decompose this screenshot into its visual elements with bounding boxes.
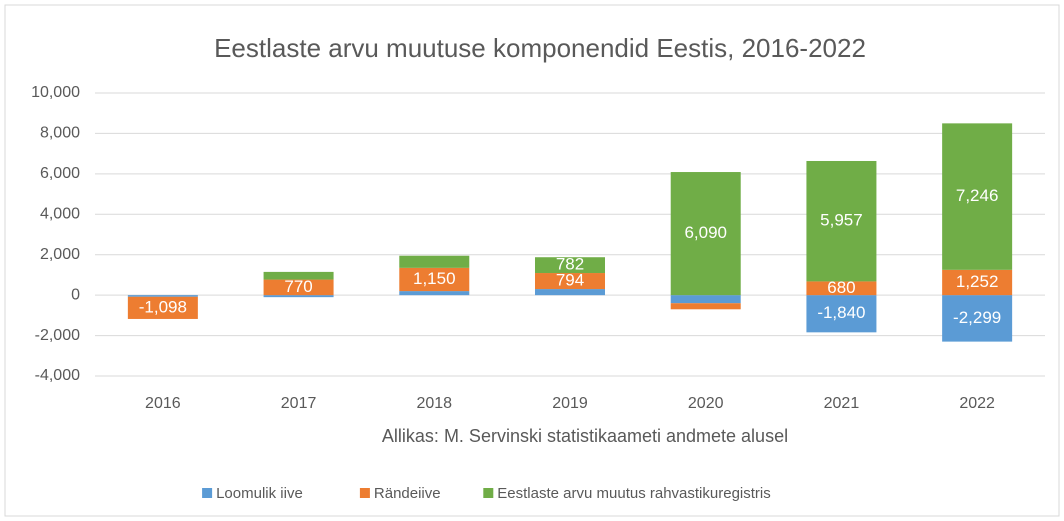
data-label: 7,246 <box>956 186 999 205</box>
bar-segment <box>263 295 334 298</box>
x-tick-label: 2020 <box>688 395 724 412</box>
data-label: 5,957 <box>820 211 863 230</box>
legend-label: Rändeiive <box>374 485 441 502</box>
data-label: -1,098 <box>139 297 187 316</box>
data-label: -2,299 <box>953 308 1001 327</box>
data-label: 1,252 <box>956 272 999 291</box>
x-tick-label: 2019 <box>552 395 588 412</box>
bar-segment <box>399 267 470 292</box>
y-tick-label: -4,000 <box>35 367 80 384</box>
chart-frame <box>4 4 1060 517</box>
bar-segment <box>670 172 741 296</box>
legend-swatch <box>202 488 213 498</box>
bar-segment <box>127 295 198 297</box>
legend-label: Loomulik iive <box>216 485 303 502</box>
bar-segment <box>127 296 198 319</box>
bar-segment <box>535 273 605 290</box>
x-tick-label: 2018 <box>416 395 452 412</box>
legend-swatch <box>483 488 494 498</box>
y-tick-label: 4,000 <box>40 206 80 223</box>
bar-segment <box>399 291 470 296</box>
bar-segment <box>942 123 1013 270</box>
data-label: 1,150 <box>413 269 456 288</box>
bar-segment <box>806 295 877 333</box>
bar-segment <box>806 281 877 296</box>
legend-swatch <box>359 488 370 498</box>
bar-segment <box>806 160 877 282</box>
data-label: 794 <box>556 271 584 290</box>
chart-title: Eestlaste arvu muutuse komponendid Eesti… <box>214 33 866 63</box>
data-label: 782 <box>556 255 584 274</box>
x-tick-label: 2016 <box>145 395 181 412</box>
x-tick-label: 2021 <box>824 395 860 412</box>
y-tick-label: 0 <box>71 286 80 303</box>
bar-segment <box>942 295 1013 342</box>
source-note: Allikas: M. Servinski statistikaameti an… <box>382 426 788 446</box>
bar-segment <box>263 271 334 280</box>
data-label: 680 <box>827 278 855 297</box>
y-tick-label: 2,000 <box>40 246 80 263</box>
y-tick-label: 6,000 <box>40 165 80 182</box>
bar-segment <box>942 269 1013 296</box>
bar-segment <box>399 255 470 268</box>
bar-segment <box>535 289 605 296</box>
y-tick-label: 8,000 <box>40 125 80 142</box>
bar-segment <box>263 279 334 296</box>
bar-segment <box>670 295 741 304</box>
data-label: 6,090 <box>684 223 727 242</box>
data-label: -1,840 <box>817 303 865 322</box>
y-tick-label: 10,000 <box>31 84 80 101</box>
x-tick-label: 2017 <box>281 395 317 412</box>
y-tick-label: -2,000 <box>35 327 80 344</box>
legend-label: Eestlaste arvu muutus rahvastikuregistri… <box>497 485 770 502</box>
bar-segment <box>670 303 741 310</box>
x-tick-label: 2022 <box>959 395 995 412</box>
data-label: 770 <box>284 277 312 296</box>
bar-segment <box>535 257 605 274</box>
